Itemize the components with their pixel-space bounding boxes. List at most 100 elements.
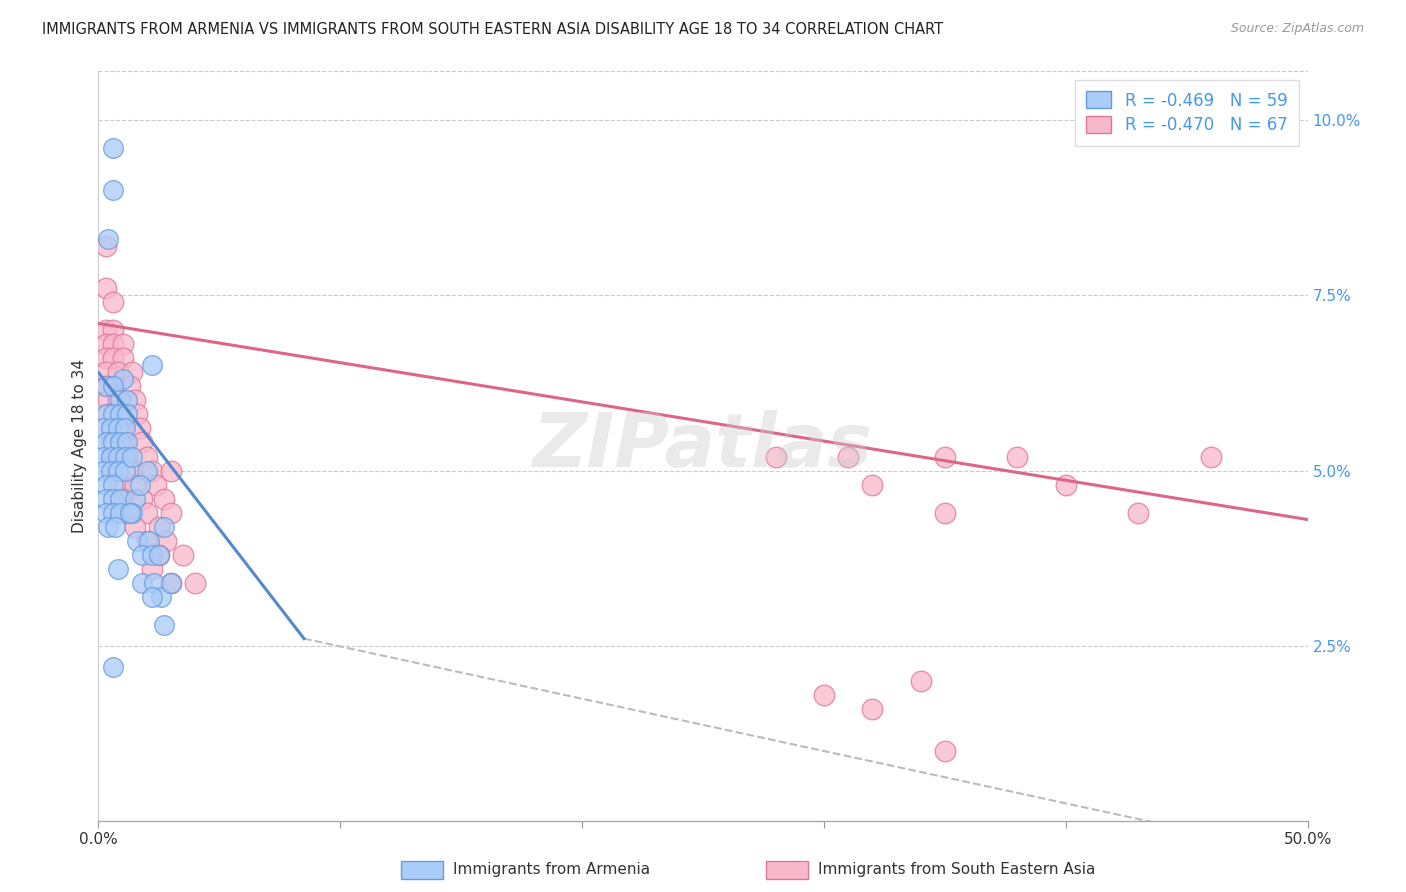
- Point: [160, 463, 183, 477]
- Point: [148, 548, 170, 562]
- Point: [128, 421, 150, 435]
- Point: [101, 183, 124, 197]
- Text: Source: ZipAtlas.com: Source: ZipAtlas.com: [1230, 22, 1364, 36]
- Point: [107, 450, 129, 464]
- Point: [114, 463, 136, 477]
- Point: [94, 435, 117, 450]
- Point: [1199, 450, 1222, 464]
- Point: [128, 477, 150, 491]
- Point: [94, 323, 117, 337]
- Point: [910, 673, 932, 688]
- Point: [107, 561, 129, 575]
- Point: [108, 506, 131, 520]
- Point: [108, 435, 131, 450]
- Point: [141, 463, 163, 477]
- Point: [118, 379, 141, 393]
- Point: [101, 295, 124, 310]
- Point: [94, 281, 117, 295]
- Point: [100, 450, 122, 464]
- Point: [91, 463, 114, 477]
- Point: [124, 393, 146, 408]
- Point: [108, 491, 131, 506]
- Point: [97, 232, 120, 246]
- Point: [111, 421, 134, 435]
- Point: [118, 463, 141, 477]
- Point: [107, 393, 129, 408]
- Point: [124, 477, 146, 491]
- Point: [160, 506, 183, 520]
- Point: [100, 421, 122, 435]
- Point: [108, 408, 131, 422]
- Point: [117, 506, 139, 520]
- Point: [1128, 506, 1150, 520]
- Point: [148, 548, 170, 562]
- Point: [135, 506, 157, 520]
- Point: [121, 450, 143, 464]
- Point: [111, 351, 134, 366]
- Point: [94, 506, 117, 520]
- Point: [101, 491, 124, 506]
- Point: [117, 450, 139, 464]
- Point: [934, 450, 956, 464]
- Point: [934, 506, 956, 520]
- Point: [160, 575, 183, 590]
- Point: [101, 506, 124, 520]
- Point: [107, 366, 129, 380]
- Point: [107, 477, 129, 491]
- Point: [108, 408, 131, 422]
- Point: [107, 463, 129, 477]
- Legend: R = -0.469   N = 59, R = -0.470   N = 67: R = -0.469 N = 59, R = -0.470 N = 67: [1074, 79, 1299, 146]
- Point: [135, 450, 157, 464]
- Point: [101, 351, 124, 366]
- Point: [141, 548, 163, 562]
- Point: [152, 491, 174, 506]
- Point: [150, 590, 173, 604]
- Point: [94, 337, 117, 351]
- Text: Immigrants from Armenia: Immigrants from Armenia: [453, 863, 650, 877]
- Point: [104, 519, 127, 533]
- Point: [837, 450, 859, 464]
- Point: [860, 477, 883, 491]
- Point: [121, 366, 143, 380]
- Point: [100, 450, 122, 464]
- Point: [148, 519, 170, 533]
- Point: [94, 491, 117, 506]
- Text: IMMIGRANTS FROM ARMENIA VS IMMIGRANTS FROM SOUTH EASTERN ASIA DISABILITY AGE 18 : IMMIGRANTS FROM ARMENIA VS IMMIGRANTS FR…: [42, 22, 943, 37]
- Point: [1007, 450, 1029, 464]
- Point: [138, 533, 160, 548]
- Point: [97, 519, 120, 533]
- Point: [124, 519, 146, 533]
- Point: [104, 379, 127, 393]
- Point: [765, 450, 787, 464]
- Point: [101, 408, 124, 422]
- Point: [121, 506, 143, 520]
- Point: [94, 379, 117, 393]
- Point: [101, 659, 124, 673]
- Point: [94, 239, 117, 253]
- Point: [94, 408, 117, 422]
- Point: [100, 435, 122, 450]
- Point: [94, 366, 117, 380]
- Point: [1054, 477, 1077, 491]
- Point: [135, 533, 157, 548]
- Point: [127, 533, 149, 548]
- Point: [860, 701, 883, 715]
- Point: [107, 421, 129, 435]
- Point: [94, 379, 117, 393]
- Point: [934, 743, 956, 757]
- Point: [101, 463, 124, 477]
- Point: [141, 561, 163, 575]
- Point: [101, 379, 124, 393]
- Point: [813, 688, 835, 702]
- Text: Immigrants from South Eastern Asia: Immigrants from South Eastern Asia: [818, 863, 1095, 877]
- Point: [155, 533, 177, 548]
- Point: [108, 393, 131, 408]
- Point: [117, 393, 139, 408]
- Point: [152, 617, 174, 632]
- Point: [124, 491, 146, 506]
- Point: [97, 393, 120, 408]
- Point: [131, 491, 153, 506]
- Point: [114, 450, 136, 464]
- Point: [117, 435, 139, 450]
- Point: [101, 337, 124, 351]
